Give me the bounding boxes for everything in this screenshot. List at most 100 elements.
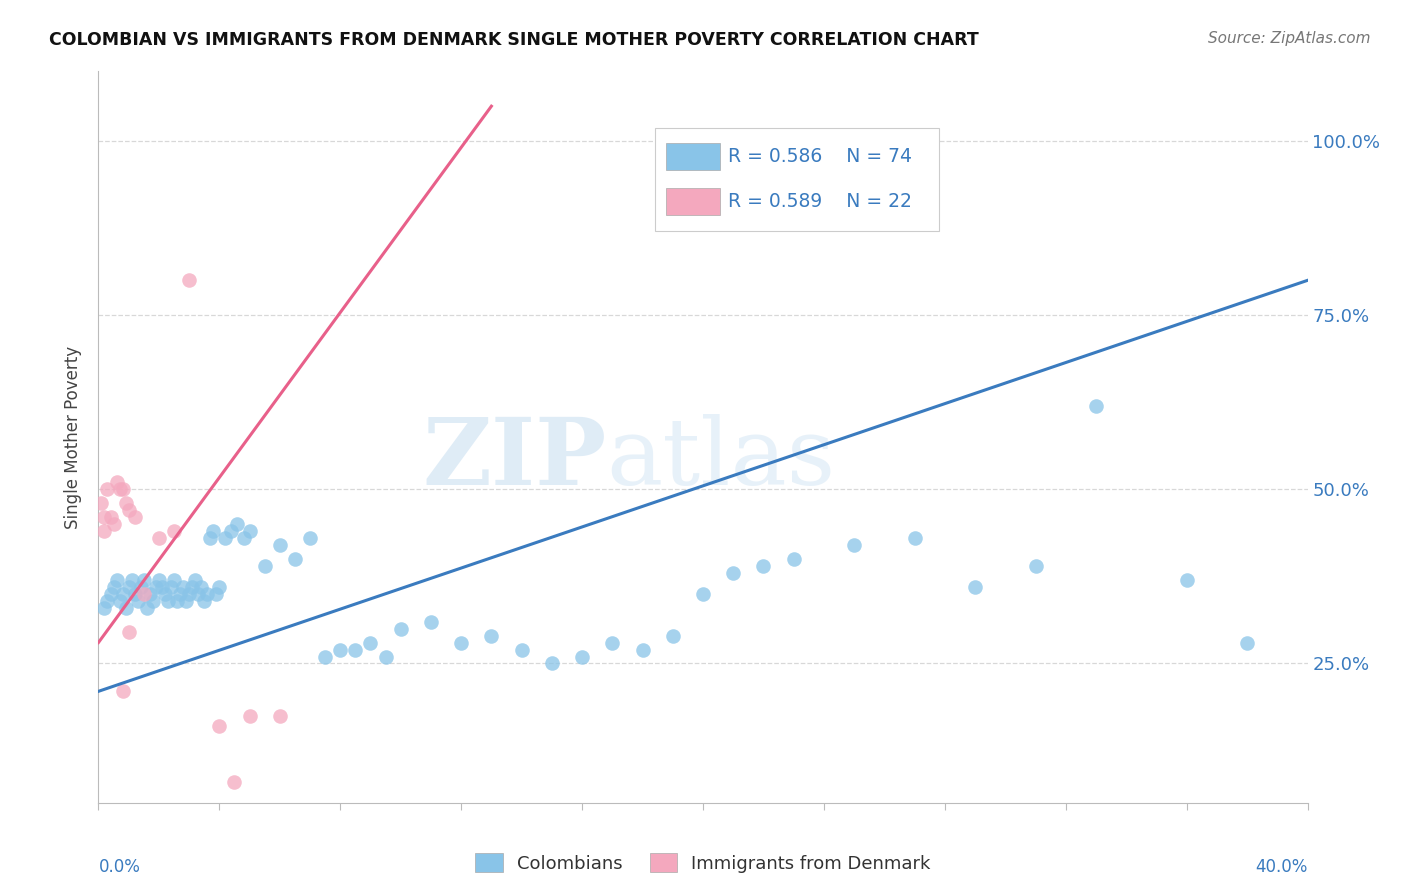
- Point: [314, 649, 336, 664]
- Point: [208, 719, 231, 733]
- Point: [132, 587, 155, 601]
- Point: [111, 483, 134, 497]
- Point: [93, 600, 115, 615]
- Point: [174, 594, 197, 608]
- Point: [200, 531, 222, 545]
- Point: [160, 580, 183, 594]
- Text: R = 0.586    N = 74: R = 0.586 N = 74: [728, 147, 912, 166]
- Legend: Colombians, Immigrants from Denmark: Colombians, Immigrants from Denmark: [467, 844, 939, 881]
- Point: [114, 600, 136, 615]
- Point: [127, 594, 149, 608]
- Point: [118, 580, 141, 594]
- Point: [132, 573, 155, 587]
- Point: [214, 531, 236, 545]
- Point: [166, 594, 188, 608]
- Text: Source: ZipAtlas.com: Source: ZipAtlas.com: [1208, 31, 1371, 46]
- Point: [187, 587, 209, 601]
- Point: [284, 552, 307, 566]
- Point: [226, 517, 249, 532]
- Point: [184, 573, 207, 587]
- Point: [118, 625, 141, 640]
- Point: [299, 531, 322, 545]
- Point: [96, 594, 118, 608]
- Point: [111, 684, 134, 698]
- Point: [602, 635, 624, 649]
- Point: [142, 594, 165, 608]
- Point: [108, 483, 131, 497]
- Point: [253, 558, 276, 573]
- Point: [100, 587, 122, 601]
- Point: [145, 580, 167, 594]
- Text: COLOMBIAN VS IMMIGRANTS FROM DENMARK SINGLE MOTHER POVERTY CORRELATION CHART: COLOMBIAN VS IMMIGRANTS FROM DENMARK SIN…: [49, 31, 979, 49]
- Point: [114, 496, 136, 510]
- Point: [103, 517, 125, 532]
- Point: [135, 600, 157, 615]
- Point: [239, 524, 262, 538]
- Point: [752, 558, 775, 573]
- Point: [269, 708, 291, 723]
- Point: [100, 510, 122, 524]
- Point: [179, 587, 201, 601]
- Point: [172, 580, 194, 594]
- Point: [1024, 558, 1046, 573]
- Point: [221, 524, 243, 538]
- Text: 0.0%: 0.0%: [98, 858, 141, 876]
- Point: [105, 475, 128, 490]
- Point: [723, 566, 745, 580]
- Point: [118, 503, 141, 517]
- Point: [129, 580, 152, 594]
- Point: [239, 708, 262, 723]
- Point: [148, 531, 170, 545]
- Point: [360, 635, 382, 649]
- Point: [269, 538, 291, 552]
- Point: [96, 483, 118, 497]
- Point: [904, 531, 927, 545]
- Point: [224, 775, 246, 789]
- Point: [1175, 573, 1198, 587]
- Point: [121, 573, 143, 587]
- Point: [108, 594, 131, 608]
- Point: [163, 573, 186, 587]
- Point: [169, 587, 191, 601]
- Point: [153, 587, 176, 601]
- Point: [329, 642, 352, 657]
- Point: [965, 580, 987, 594]
- Point: [93, 524, 115, 538]
- Point: [139, 587, 162, 601]
- Text: 40.0%: 40.0%: [1256, 858, 1308, 876]
- Point: [124, 587, 146, 601]
- Point: [844, 538, 866, 552]
- Point: [481, 629, 503, 643]
- Text: atlas: atlas: [606, 414, 835, 504]
- Point: [150, 580, 173, 594]
- Point: [374, 649, 396, 664]
- Point: [124, 510, 146, 524]
- Point: [90, 496, 112, 510]
- Point: [193, 594, 215, 608]
- Point: [1236, 635, 1258, 649]
- Point: [1085, 399, 1108, 413]
- Point: [510, 642, 533, 657]
- Point: [163, 524, 186, 538]
- Point: [156, 594, 179, 608]
- Point: [105, 573, 128, 587]
- Point: [344, 642, 367, 657]
- Point: [179, 273, 201, 287]
- Point: [692, 587, 714, 601]
- Point: [571, 649, 593, 664]
- Y-axis label: Single Mother Poverty: Single Mother Poverty: [65, 345, 83, 529]
- Point: [420, 615, 443, 629]
- Point: [232, 531, 254, 545]
- Point: [103, 580, 125, 594]
- Point: [208, 580, 231, 594]
- Point: [205, 587, 228, 601]
- Point: [181, 580, 204, 594]
- Point: [389, 622, 412, 636]
- Point: [783, 552, 806, 566]
- Point: [202, 524, 225, 538]
- Point: [195, 587, 218, 601]
- Point: [93, 510, 115, 524]
- Point: [450, 635, 472, 649]
- Point: [631, 642, 654, 657]
- Point: [148, 573, 170, 587]
